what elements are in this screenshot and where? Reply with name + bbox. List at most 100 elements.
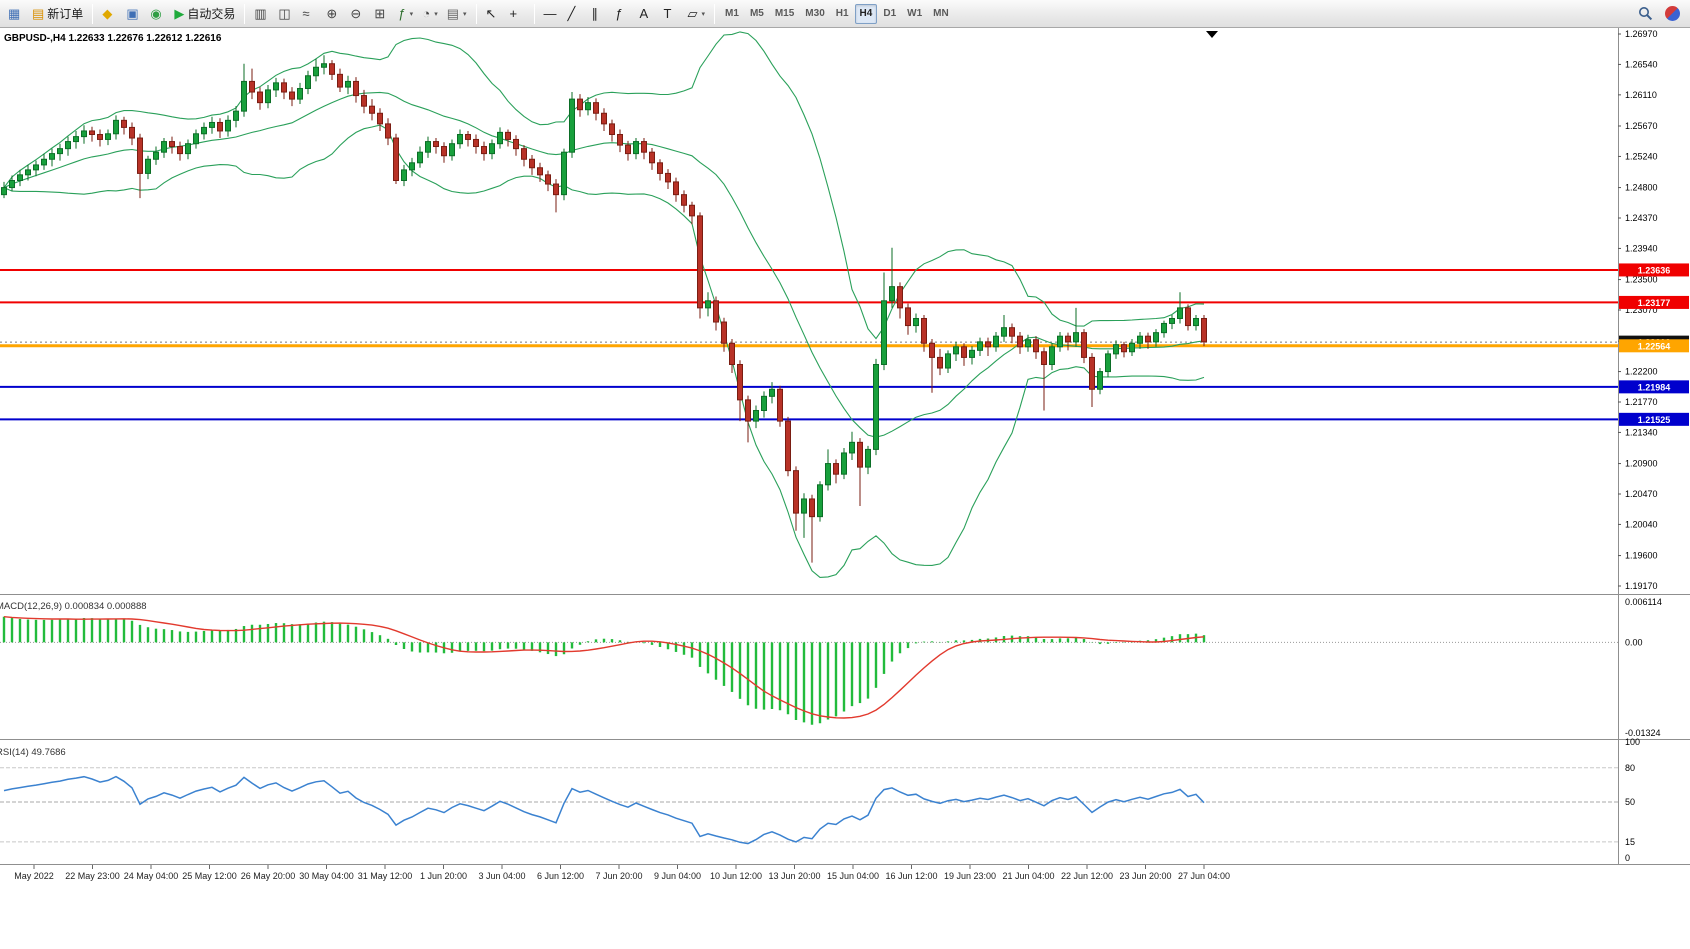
timeframe-W1[interactable]: W1 — [907, 8, 923, 19]
candle-body — [785, 420, 791, 472]
autotrading-button[interactable]: ▶ 自动交易 — [170, 2, 239, 25]
candle-body — [1081, 332, 1087, 358]
svg-text:1.21525: 1.21525 — [1638, 415, 1671, 425]
text-button[interactable]: A — [636, 2, 659, 25]
candle-body — [1169, 317, 1175, 324]
zoom-in-button[interactable]: ⊕ — [322, 2, 345, 25]
candle-body — [353, 80, 359, 97]
cursor-button[interactable]: ↖ — [482, 2, 505, 25]
tile-windows-icon: ⊞ — [374, 6, 386, 21]
candle-body — [329, 63, 335, 75]
candle-body — [841, 452, 847, 475]
chevron-down-icon[interactable]: ▾ — [701, 10, 706, 18]
candle-body — [81, 130, 87, 138]
chevron-down-icon[interactable]: ▾ — [409, 10, 414, 18]
time-axis-label: 27 Jun 04:00 — [1178, 871, 1230, 881]
price-axis-label: 1.20470 — [1625, 489, 1658, 499]
candle-body — [593, 102, 599, 114]
timeframe-M1[interactable]: M1 — [725, 8, 739, 19]
candle-body — [1145, 335, 1151, 343]
chevron-down-icon[interactable]: ▾ — [463, 10, 467, 18]
candle-body — [921, 317, 927, 344]
timeframe-M30[interactable]: M30 — [805, 8, 825, 19]
candle-body — [297, 87, 303, 100]
channel-button[interactable]: ∥ — [588, 2, 611, 25]
candle-body — [9, 179, 15, 189]
timeframe-MN[interactable]: MN — [933, 8, 949, 19]
timeframe-D1[interactable]: D1 — [883, 8, 897, 19]
macd-plot-area[interactable] — [0, 595, 1618, 739]
price-axis[interactable]: 1.26970 1.26540 1.26110 1.25670 1.25240 1.248… — [1618, 29, 1658, 591]
timeframe-H1[interactable]: H1 — [835, 8, 849, 19]
candle-body — [33, 164, 39, 171]
candle-body — [721, 321, 727, 344]
main-chart-plot-area[interactable] — [0, 28, 1618, 594]
candle-body — [1049, 346, 1055, 365]
candle-body — [793, 470, 799, 514]
timeframe-H4[interactable]: H4 — [854, 3, 878, 24]
time-axis-label: 6 Jun 12:00 — [537, 871, 584, 881]
shapes-button[interactable]: ▱ ▾ — [684, 2, 710, 25]
price-axis-label: 1.24800 — [1625, 183, 1658, 193]
zoom-out-button[interactable]: ⊖ — [346, 2, 369, 25]
new-order-button[interactable]: ▤ 新订单 — [28, 2, 87, 25]
candle-body — [313, 66, 319, 77]
candle-body — [137, 137, 143, 174]
price-axis-label: 1.23940 — [1625, 243, 1658, 253]
candle-body — [209, 121, 215, 128]
templates-button[interactable]: ▤ ▾ — [443, 2, 471, 25]
candle-body — [985, 341, 991, 348]
market-watch-button[interactable]: ◆ — [98, 2, 121, 25]
timeframe-M5[interactable]: M5 — [749, 8, 764, 19]
time-axis[interactable]: May 2022 22 May 23:00 24 May 04:00 25 May 1… — [14, 865, 1230, 881]
autotrading-label: 自动交易 — [187, 7, 236, 21]
candle-body — [849, 441, 855, 454]
macd-panel: MACD(12,26,9) 0.000834 0.000888 0.006114 0… — [0, 597, 1662, 738]
level-price-tag: 1.23636 — [1619, 263, 1689, 277]
crosshair-button[interactable]: + — [506, 2, 529, 25]
rsi-plot-area[interactable] — [0, 740, 1618, 864]
candle-body — [857, 441, 863, 468]
search-button[interactable] — [1634, 2, 1657, 25]
timeframe-M15[interactable]: M15 — [774, 8, 795, 19]
macd-label: MACD(12,26,9) 0.000834 0.000888 — [0, 601, 147, 612]
line-chart-mode-button[interactable]: ≈ — [298, 2, 321, 25]
candle-body — [889, 286, 895, 302]
data-window-button[interactable]: ▣ — [122, 2, 145, 25]
candle-chart-mode-button[interactable]: ◫ — [274, 2, 297, 25]
price-axis-label: 1.19170 — [1625, 581, 1658, 591]
community-button[interactable] — [1661, 2, 1684, 25]
rsi-axis-label: 0 — [1625, 853, 1630, 863]
autotrading-play-icon: ▶ — [174, 6, 185, 21]
candle-body — [1129, 342, 1135, 353]
candle-body — [937, 356, 943, 369]
candle-body — [1033, 339, 1039, 353]
price-axis-label: 1.26110 — [1625, 90, 1657, 100]
candle-body — [689, 204, 695, 217]
bar-chart-mode-button[interactable]: ▥ — [250, 2, 273, 25]
candle-body — [97, 133, 103, 140]
toolbar: ▦ ▤ 新订单 ◆ ▣ ◉ ▶ 自动交易 ▥ ◫ ≈ ⊕ ⊖ ⊞ ƒ ▾ ◔ ▾ ▤ ▾ ↖ + — ╱ ∥ ƒ A T ▱ ▾ M1 M5… — [0, 0, 1690, 28]
candle-body — [801, 498, 807, 514]
candle-body — [601, 112, 607, 125]
tile-windows-button[interactable]: ⊞ — [370, 2, 393, 25]
candle-body — [417, 151, 423, 164]
new-chart-button[interactable]: ▦ — [4, 2, 27, 25]
fibonacci-button[interactable]: ƒ — [612, 2, 635, 25]
scroll-to-end-marker[interactable] — [1206, 31, 1218, 38]
bollinger-middle-line — [3, 91, 1205, 438]
level-price-tag: 1.23177 — [1619, 295, 1689, 309]
chevron-down-icon[interactable]: ▾ — [434, 10, 438, 18]
navigator-button[interactable]: ◉ — [146, 2, 169, 25]
trendline-button[interactable]: ╱ — [564, 2, 587, 25]
periods-button[interactable]: ◔ ▾ — [418, 2, 441, 25]
new-order-label: 新订单 — [47, 7, 84, 21]
candle-body — [449, 143, 455, 157]
text-label-button[interactable]: T — [660, 2, 683, 25]
rsi-panel: RSI(14) 49.7686 100 80 50 15 0 — [0, 737, 1640, 863]
indicators-button[interactable]: ƒ ▾ — [394, 2, 417, 25]
candle-body — [769, 388, 775, 397]
macd-axis-zero: 0.00 — [1625, 637, 1643, 647]
horizontal-line-button[interactable]: — — [540, 2, 563, 25]
level-price-tag: 1.21984 — [1619, 380, 1689, 394]
